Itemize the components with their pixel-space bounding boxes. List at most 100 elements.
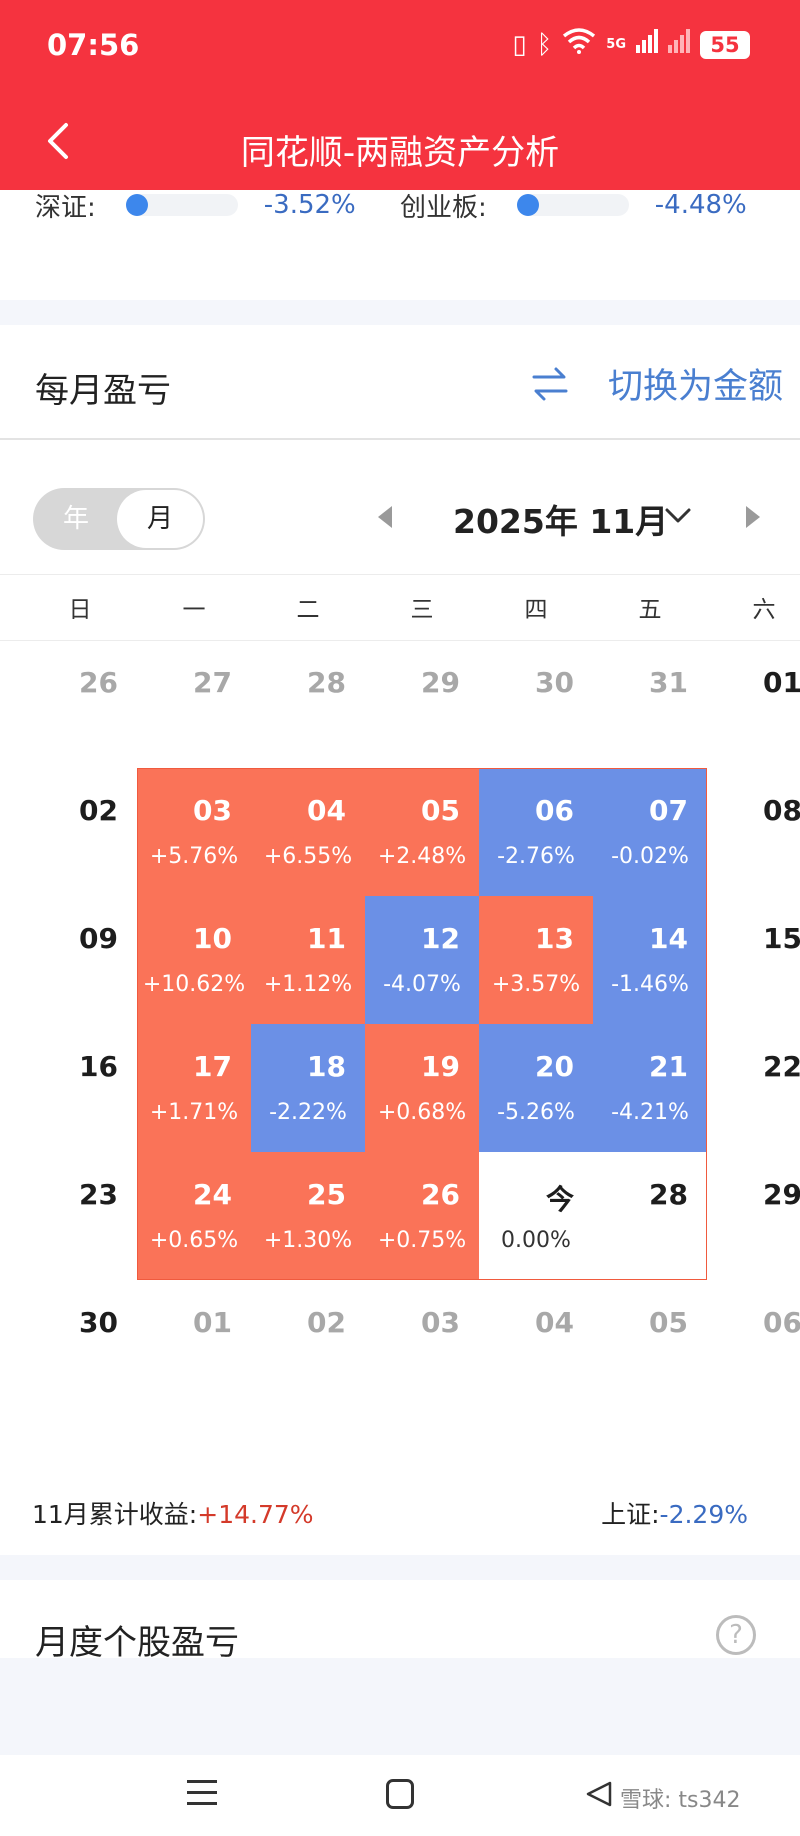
shanghai-index-value: -2.29% [659, 1500, 748, 1529]
calendar-day-cell[interactable]: 10 +10.62% [137, 896, 251, 1024]
calendar-day-cell[interactable]: 02 [23, 768, 137, 896]
menu-icon[interactable] [187, 1780, 217, 1808]
day-return: -1.46% [611, 972, 689, 997]
toggle-month[interactable]: 月 [117, 490, 203, 548]
year-month-toggle[interactable]: 年 月 [33, 488, 205, 550]
calendar-day-cell[interactable]: 05 +2.48% [365, 768, 479, 896]
day-return: 0.00% [501, 1228, 571, 1253]
weekday-label: 六 [752, 597, 776, 623]
calendar-day-cell[interactable]: 16 [23, 1024, 137, 1152]
calendar-day-cell[interactable]: 今 0.00% [479, 1152, 593, 1280]
calendar-day-cell[interactable]: 01 [707, 640, 800, 768]
day-number: 03 [421, 1306, 460, 1339]
calendar-day-cell[interactable]: 30 [23, 1280, 137, 1408]
weekday-label: 一 [182, 597, 206, 623]
calendar-day-cell[interactable]: 05 [593, 1280, 707, 1408]
day-number: 26 [421, 1178, 460, 1211]
calendar-day-cell[interactable]: 28 [251, 640, 365, 768]
day-return: +3.57% [491, 972, 581, 997]
day-number: 06 [535, 794, 574, 827]
calendar-day-cell[interactable]: 21 -4.21% [593, 1024, 707, 1152]
calendar-day-cell[interactable]: 23 [23, 1152, 137, 1280]
calendar-day-cell[interactable]: 25 +1.30% [251, 1152, 365, 1280]
switch-icon[interactable] [530, 365, 570, 403]
weekday-label: 三 [410, 597, 434, 623]
calendar-day-cell[interactable]: 22 [707, 1024, 800, 1152]
system-nav-bar: 雪球: ts342 [0, 1755, 800, 1836]
calendar-day-cell[interactable]: 28 [593, 1152, 707, 1280]
calendar-day-cell[interactable]: 07 -0.02% [593, 768, 707, 896]
calendar-day-cell[interactable]: 31 [593, 640, 707, 768]
day-number: 04 [535, 1306, 574, 1339]
day-return: +1.30% [263, 1228, 353, 1253]
day-number: 17 [193, 1050, 232, 1083]
day-number: 28 [649, 1178, 688, 1211]
day-number: 14 [649, 922, 688, 955]
day-return: +6.55% [263, 844, 353, 869]
calendar-day-cell[interactable]: 04 [479, 1280, 593, 1408]
day-number: 20 [535, 1050, 574, 1083]
title-bar: 同花顺-两融资产分析 [0, 95, 800, 190]
back-icon[interactable] [584, 1779, 614, 1809]
toggle-year[interactable]: 年 [62, 504, 89, 534]
prev-month-icon[interactable] [378, 506, 392, 528]
calendar-day-cell[interactable]: 26 +0.75% [365, 1152, 479, 1280]
status-time: 07:56 [47, 28, 140, 62]
back-arrow-icon[interactable] [32, 111, 92, 171]
weekday-label: 日 [68, 597, 92, 623]
calendar-day-cell[interactable]: 01 [137, 1280, 251, 1408]
day-return: +0.65% [149, 1228, 239, 1253]
home-icon[interactable] [386, 1779, 414, 1809]
calendar-day-cell[interactable]: 06 -2.76% [479, 768, 593, 896]
calendar-day-cell[interactable]: 29 [365, 640, 479, 768]
calendar-day-cell[interactable]: 06 [707, 1280, 800, 1408]
next-month-icon[interactable] [746, 506, 760, 528]
calendar-day-cell[interactable]: 12 -4.07% [365, 896, 479, 1024]
vibrate-icon: ▯ [512, 29, 527, 60]
calendar-day-cell[interactable]: 08 [707, 768, 800, 896]
calendar-day-cell[interactable]: 30 [479, 640, 593, 768]
calendar-day-cell[interactable]: 11 +1.12% [251, 896, 365, 1024]
calendar-day-cell[interactable]: 15 [707, 896, 800, 1024]
calendar-day-cell[interactable]: 17 +1.71% [137, 1024, 251, 1152]
divider [0, 574, 800, 575]
day-number: 13 [535, 922, 574, 955]
calendar-day-cell[interactable]: 04 +6.55% [251, 768, 365, 896]
index-comparison: 深证: -3.52% 创业板: -4.48% [0, 190, 800, 300]
section-separator [0, 1555, 800, 1580]
bluetooth-icon: ᛒ [536, 29, 553, 60]
day-number: 16 [79, 1050, 118, 1083]
switch-to-amount-button[interactable]: 切换为金额 [608, 367, 784, 407]
day-number: 07 [649, 794, 688, 827]
day-number: 今 [545, 1183, 574, 1216]
calendar-day-cell[interactable]: 29 [707, 1152, 800, 1280]
calendar-day-cell[interactable]: 19 +0.68% [365, 1024, 479, 1152]
calendar-day-cell[interactable]: 03 +5.76% [137, 768, 251, 896]
month-selector[interactable]: 2025年 11月 [453, 502, 669, 541]
day-number: 19 [421, 1050, 460, 1083]
calendar-day-cell[interactable]: 02 [251, 1280, 365, 1408]
day-number: 02 [307, 1306, 346, 1339]
index-item-chinext: 创业板: -4.48% [400, 190, 747, 223]
day-number: 10 [193, 922, 232, 955]
calendar-day-cell[interactable]: 24 +0.65% [137, 1152, 251, 1280]
watermark: 雪球: ts342 [620, 1788, 741, 1813]
day-number: 30 [79, 1306, 118, 1339]
calendar-day-cell[interactable]: 20 -5.26% [479, 1024, 593, 1152]
calendar-day-cell[interactable]: 27 [137, 640, 251, 768]
calendar-day-cell[interactable]: 09 [23, 896, 137, 1024]
network-label: 5G [606, 37, 626, 52]
help-icon[interactable]: ? [716, 1615, 756, 1655]
index-value: -3.52% [263, 190, 356, 220]
calendar-day-cell[interactable]: 14 -1.46% [593, 896, 707, 1024]
calendar-day-cell[interactable]: 13 +3.57% [479, 896, 593, 1024]
calendar-day-cell[interactable]: 26 [23, 640, 137, 768]
day-number: 02 [79, 794, 118, 827]
calendar-day-cell[interactable]: 03 [365, 1280, 479, 1408]
monthly-total-label: 11月累计收益: [32, 1500, 198, 1529]
day-number: 24 [193, 1178, 232, 1211]
chevron-down-icon[interactable] [664, 505, 692, 527]
day-return: -4.21% [611, 1100, 689, 1125]
calendar-day-cell[interactable]: 18 -2.22% [251, 1024, 365, 1152]
day-number: 25 [307, 1178, 346, 1211]
